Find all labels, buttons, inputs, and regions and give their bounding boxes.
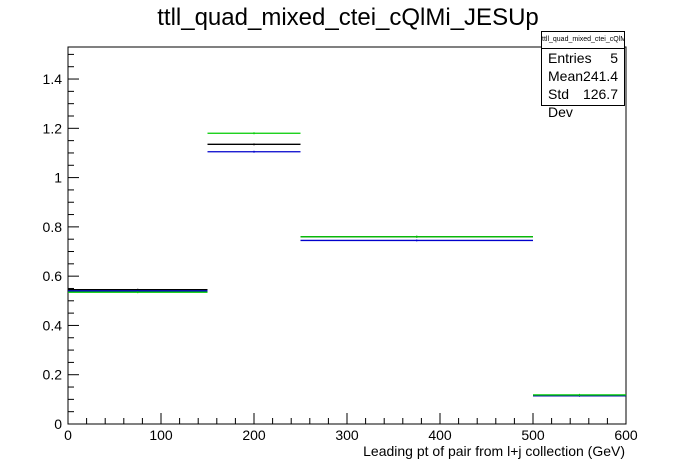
x-tick-label: 400: [428, 427, 452, 443]
x-axis-label: Leading pt of pair from l+j collection (…: [363, 443, 625, 459]
y-tick-label: 1: [54, 170, 62, 186]
y-tick-label: 0: [54, 416, 62, 432]
stats-entries-row: Entries 5: [542, 49, 624, 67]
axis-ticks: 0 100 200 300 400 500 600 0 0.2 0.4 0.6 0.8 1 1.2 1.4: [43, 53, 638, 443]
mean-value: 241.4: [583, 68, 619, 84]
mean-label: Mean: [548, 68, 584, 84]
series-2: [68, 150, 626, 397]
y-tick-label: 0.4: [43, 317, 63, 333]
x-tick-label: 300: [335, 427, 359, 443]
series-group: [68, 132, 626, 397]
std-label: Std Dev: [548, 86, 573, 120]
x-tick-label: 0: [64, 427, 72, 443]
y-tick-label: 1.2: [43, 120, 63, 136]
stats-box: ttll_quad_mixed_ctei_cQlMi_JESUp Entries…: [541, 31, 625, 120]
x-tick-label: 600: [614, 427, 638, 443]
stats-std-row: Std Dev 126.7: [542, 85, 624, 120]
y-tick-label: 0.6: [43, 268, 63, 284]
entries-value: 5: [610, 50, 618, 66]
entries-label: Entries: [548, 50, 592, 66]
y-tick-label: 0.8: [43, 219, 63, 235]
chart-title: ttll_quad_mixed_ctei_cQlMi_JESUp: [157, 4, 539, 31]
x-tick-label: 100: [149, 427, 173, 443]
y-tick-label: 1.4: [43, 71, 63, 87]
x-tick-label: 500: [521, 427, 545, 443]
y-tick-label: 0.2: [43, 367, 63, 383]
series-3: [68, 132, 626, 396]
stats-mean-row: Mean 241.4: [542, 67, 624, 85]
std-value: 126.7: [582, 86, 618, 102]
stats-box-name: ttll_quad_mixed_ctei_cQlMi_JESUp: [542, 32, 624, 49]
x-tick-label: 200: [242, 427, 266, 443]
series-1: [68, 143, 626, 397]
